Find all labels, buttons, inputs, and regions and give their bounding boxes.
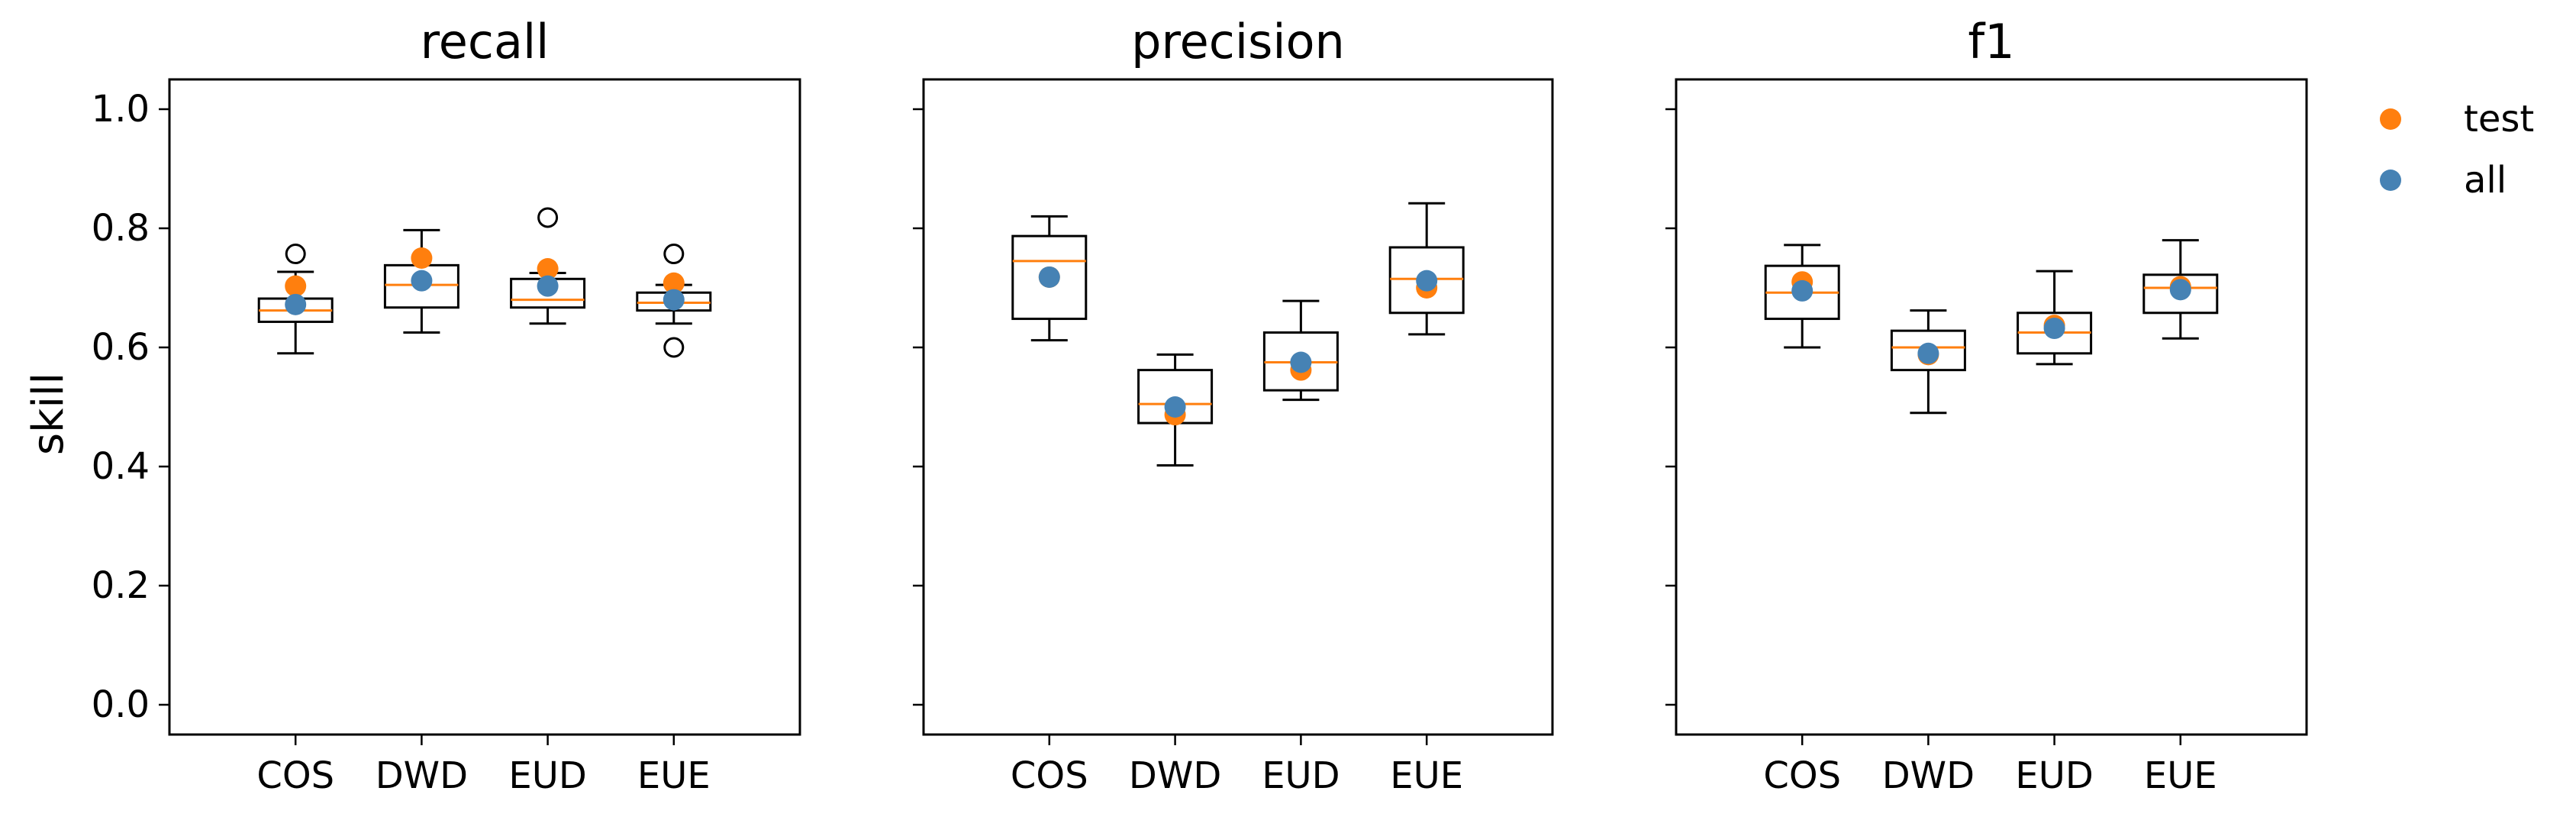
y-tick-label: 0.2 (92, 564, 150, 607)
all-point (1038, 266, 1060, 288)
y-tick-label: 0.8 (92, 207, 150, 250)
all-point (663, 289, 685, 311)
test-point (285, 275, 307, 297)
x-tick-label: DWD (1882, 754, 1975, 797)
box-iqr (1890, 329, 1966, 372)
legend-marker (2380, 108, 2401, 130)
y-axis-label: skill (24, 373, 73, 455)
box-iqr (1011, 234, 1088, 321)
x-tick-label: EUE (637, 754, 711, 797)
x-tick-label: COS (256, 754, 334, 797)
outlier-point (663, 337, 685, 358)
outlier-point (537, 207, 559, 228)
x-tick-label: EUD (2015, 754, 2093, 797)
x-tick-label: EUE (1390, 754, 1463, 797)
legend-entry-label: all (2464, 159, 2507, 202)
box-iqr (2142, 273, 2219, 315)
panel-title: recall (421, 14, 550, 69)
test-point (537, 258, 559, 280)
box-iqr (1388, 246, 1465, 315)
x-tick-label: DWD (1129, 754, 1221, 797)
plot-frame (168, 78, 801, 736)
y-tick-label: 0.4 (92, 445, 150, 488)
x-tick-label: DWD (376, 754, 468, 797)
outlier-point (285, 244, 306, 265)
legend-entry-label: test (2464, 98, 2534, 140)
all-point (2169, 279, 2191, 301)
panel-title: f1 (1968, 14, 2014, 69)
x-tick-label: EUE (2144, 754, 2217, 797)
test-point (663, 272, 685, 294)
all-point (1917, 342, 1939, 364)
x-tick-label: EUD (508, 754, 586, 797)
all-point (1164, 396, 1186, 418)
all-point (1791, 279, 1814, 302)
x-tick-label: EUD (1262, 754, 1340, 797)
all-point (1290, 351, 1312, 373)
outlier-point (663, 244, 685, 265)
all-point (285, 293, 307, 315)
panel-title: precision (1131, 14, 1345, 69)
plot-frame (1675, 78, 2308, 736)
legend-marker (2380, 170, 2401, 191)
all-point (2043, 318, 2065, 340)
y-tick-label: 0.0 (92, 683, 150, 726)
x-tick-label: COS (1763, 754, 1841, 797)
y-tick-label: 1.0 (92, 88, 150, 131)
plot-frame (922, 78, 1554, 736)
all-point (537, 275, 559, 297)
all-point (411, 270, 433, 292)
y-tick-label: 0.6 (92, 326, 150, 369)
test-point (411, 247, 433, 269)
all-point (1416, 270, 1438, 292)
x-tick-label: COS (1011, 754, 1088, 797)
